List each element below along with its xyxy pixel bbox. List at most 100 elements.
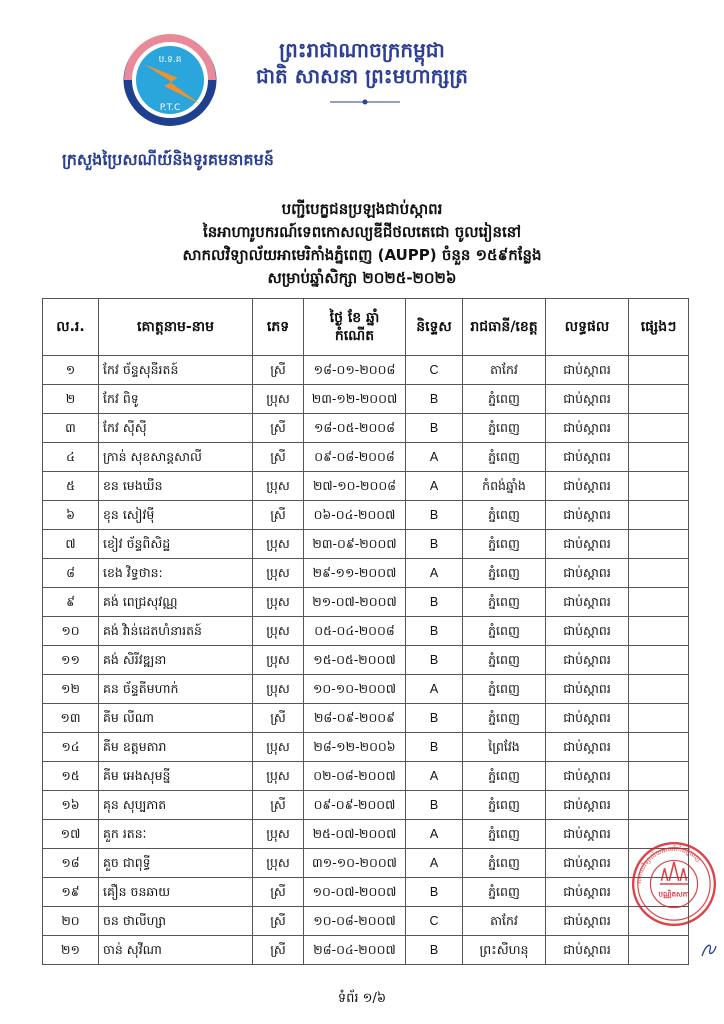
table-row: ១១ គង់ សិរីវឌ្ឍនា ប្រុស ១៥-០៥-២០០៧ B ភ្នំពេញជ… [42, 645, 689, 675]
gender-cell: ប្រុស [252, 848, 304, 878]
student-name-cell: គុន សុប្បភាត [98, 790, 253, 820]
grade-cell: A [405, 674, 463, 704]
gender-cell: ប្រុស [252, 674, 304, 704]
grade-cell: B [405, 935, 463, 965]
province-cell: ភ្នំពេញ [462, 529, 546, 559]
grade-cell: B [405, 413, 463, 443]
remarks-cell [628, 645, 689, 675]
student-name-cell: កែវ ច័ន្ទសុនីរតន៍ [98, 355, 253, 385]
province-cell: តាកែវ [462, 355, 546, 385]
row-number-cell: ១៤ [42, 732, 99, 762]
table-row: ១២ គន ច័ន្ទតីមហាក់ ប្រុស ១០-១០-២០០៧ A ភ្នំពេញ… [42, 674, 689, 704]
row-number-cell: ២០ [42, 906, 99, 936]
remarks-cell [628, 732, 689, 762]
birth-date-cell: ២៨-០៩-២០០៩ [303, 703, 406, 733]
row-number-cell: ១៦ [42, 790, 99, 820]
table-row: ៦ខុន សៀវម៉ី ស្រី ០៦-០៤-២០០៧ B ភ្នំពេញ ជាប់ស្ក… [42, 500, 689, 530]
results-table: ល.រ. គោត្តនាម-នាម ភេទ ថ្ងៃ ខែ ឆ្នាំ កំណើត និ… [42, 298, 689, 965]
table-row: ៩គង់ ពេជ្រសុវណ្ណ ប្រុស ២១-០៧-២០០៧ B ភ្នំពេញជ… [42, 587, 689, 617]
student-name-cell: ខៀវ ច័ន្ទពិសិដ្ឋ [98, 529, 253, 559]
province-cell: ភ្នំពេញ [462, 790, 546, 820]
birth-date-cell: ២៥-០៧-២០០៧ [303, 819, 406, 849]
birth-date-cell: ១០-០៧-២០០៧ [303, 877, 406, 907]
grade-cell: C [405, 906, 463, 936]
result-cell: ជាប់ស្កាពរ [545, 616, 629, 646]
birth-date-cell: ០៥-០៤-២០០៨ [303, 616, 406, 646]
grade-cell: A [405, 819, 463, 849]
table-row: ២១ ចាន់ សុវីណា ស្រី ២៨-០៤-២០០៧ B ព្រះសីហនុ ជាប… [42, 935, 689, 965]
row-number-cell: ៥ [42, 471, 99, 501]
province-cell: ភ្នំពេញ [462, 645, 546, 675]
row-number-cell: ១៨ [42, 848, 99, 878]
grade-cell: A [405, 848, 463, 878]
column-header: លទ្ធផល [545, 298, 629, 356]
title-line-1: បញ្ជីបេក្ខជនប្រឡងជាប់ស្កាពរ [281, 200, 443, 218]
table-row: ៨ខេង វិទ្ធថាន: ប្រុស ២៩-១១-២០០៧ A ភ្នំពេញ ជាប… [42, 558, 689, 588]
row-number-cell: ១២ [42, 674, 99, 704]
birth-date-cell: ១០-០៨-២០០៧ [303, 906, 406, 936]
column-header: ល.រ. [42, 298, 99, 356]
birth-date-cell: ០៩-០៩-២០០៧ [303, 790, 406, 820]
gender-cell: ស្រី [252, 906, 304, 936]
row-number-cell: ៦ [42, 500, 99, 530]
student-name-cell: គឿន ចនឆាយ [98, 877, 253, 907]
row-number-cell: ៧ [42, 529, 99, 559]
result-cell: ជាប់ស្កាពរ [545, 587, 629, 617]
table-row: ១៣ គីម លីណា ស្រី ២៨-០៩-២០០៩ B ភ្នំពេញ ជាប់ស្កា… [42, 703, 689, 733]
grade-cell: B [405, 587, 463, 617]
title-line-4: សម្រាប់ឆ្នាំសិក្សា ២០២៥-២០២៦ [267, 269, 457, 287]
birth-date-cell: ២៧-១០-២០០៨ [303, 471, 406, 501]
gender-cell: ស្រី [252, 935, 304, 965]
result-cell: ជាប់ស្កាពរ [545, 558, 629, 588]
province-cell: ភ្នំពេញ [462, 848, 546, 878]
title-line-2: នៃអាហារូបករណ៍ទេពកោសល្យឌីជីថលតេជោ ចូលរៀនន… [202, 223, 522, 241]
grade-cell: C [405, 355, 463, 385]
row-number-cell: ១០ [42, 616, 99, 646]
student-name-cell: ខុន សៀវម៉ី [98, 500, 253, 530]
gender-cell: ប្រុស [252, 587, 304, 617]
remarks-cell [628, 500, 689, 530]
row-number-cell: ១១ [42, 645, 99, 675]
grade-cell: B [405, 645, 463, 675]
student-name-cell: ក្រាន់ សុខសាន្តសាលី [98, 442, 253, 472]
student-name-cell: គន ច័ន្ទតីមហាក់ [98, 674, 253, 704]
birth-date-cell: ០២-០៨-២០០៧ [303, 761, 406, 791]
result-cell: ជាប់ស្កាពរ [545, 384, 629, 414]
result-cell: ជាប់ស្កាពរ [545, 500, 629, 530]
birth-date-cell: ២៣-១២-២០០៧ [303, 384, 406, 414]
motto-heading: ជាតិ សាសនា ព្រះមហាក្សត្រ [256, 64, 468, 88]
remarks-cell [628, 558, 689, 588]
birth-date-cell: ១៨-០៥-២០០៨ [303, 413, 406, 443]
result-cell: ជាប់ស្កាពរ [545, 819, 629, 849]
ministry-logo: ប.ទ.គ P.T.C [123, 34, 217, 126]
province-cell: ភ្នំពេញ [462, 674, 546, 704]
remarks-cell [628, 442, 689, 472]
column-header: ផ្សេងៗ [628, 298, 689, 356]
result-cell: ជាប់ស្កាពរ [545, 732, 629, 762]
grade-cell: A [405, 761, 463, 791]
province-cell: ភ្នំពេញ [462, 703, 546, 733]
gender-cell: ស្រី [252, 413, 304, 443]
birth-date-cell: ២៨-០៤-២០០៧ [303, 935, 406, 965]
gender-cell: ស្រី [252, 442, 304, 472]
column-header: គោត្តនាម-នាម [98, 298, 253, 356]
result-cell: ជាប់ស្កាពរ [545, 674, 629, 704]
student-name-cell: ចាន់ សុវីណា [98, 935, 253, 965]
result-cell: ជាប់ស្កាពរ [545, 906, 629, 936]
table-row: ៧ខៀវ ច័ន្ទពិសិដ្ឋ ប្រុស ២៣-០៩-២០០៧ B ភ្នំពេញ… [42, 529, 689, 559]
kingdom-heading: ព្រះរាជាណាចក្រកម្ពុជា [279, 38, 445, 62]
gender-cell: ស្រី [252, 500, 304, 530]
grade-cell: B [405, 732, 463, 762]
column-header: ភេទ [252, 298, 304, 356]
province-cell: ភ្នំពេញ [462, 413, 546, 443]
remarks-cell [628, 935, 689, 965]
birth-date-cell: ២១-០៧-២០០៧ [303, 587, 406, 617]
grade-cell: A [405, 442, 463, 472]
remarks-cell [628, 471, 689, 501]
gender-cell: ប្រុស [252, 558, 304, 588]
row-number-cell: ៨ [42, 558, 99, 588]
table-row: ២០ ចន ថាលីហ្សា ស្រី ១០-០៨-២០០៧ C តាកែវ ជាប់ស្ក… [42, 906, 689, 936]
birth-date-cell: ០៦-០៤-២០០៧ [303, 500, 406, 530]
table-row: ១៩ គឿន ចនឆាយ ស្រី ១០-០៧-២០០៧ B ភ្នំពេញ ជាប់ស្ក… [42, 877, 689, 907]
title-line-3: សាកលវិទ្យាល័យអាមេរិកាំងភ្នំពេញ (AUPP) ចំ… [182, 246, 542, 264]
